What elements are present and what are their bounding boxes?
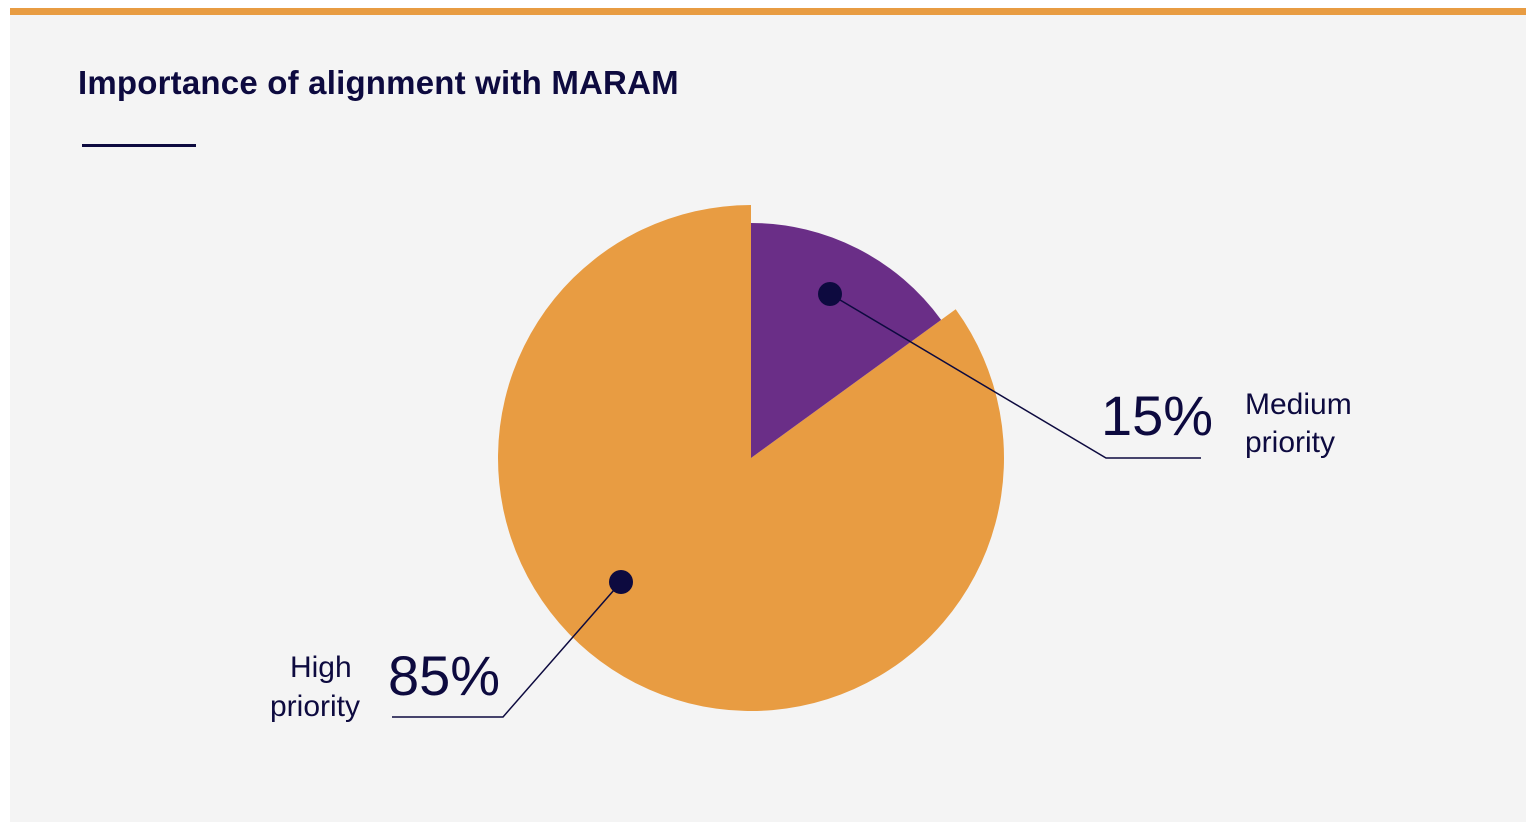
category-label-high-line-2: priority — [270, 690, 360, 723]
value-label-high-priority: 85% — [388, 644, 500, 707]
title-underline — [82, 144, 196, 147]
value-label-medium-priority: 15% — [1101, 384, 1213, 447]
pie-slice-medium-priority — [751, 223, 942, 458]
category-label-medium-priority: Medium priority — [1245, 388, 1360, 459]
category-label-medium-line-1: Medium — [1245, 388, 1352, 421]
leader-line-medium-priority — [829, 293, 1201, 459]
leader-line-high-priority — [392, 581, 622, 718]
marker-dot-medium-priority — [818, 282, 842, 306]
category-label-medium-line-2: priority — [1245, 426, 1335, 459]
category-label-high-line-1: High — [290, 651, 352, 684]
chart-title: Importance of alignment with MARAM — [78, 64, 679, 101]
category-label-high-priority: High priority — [270, 651, 360, 723]
marker-dot-high-priority — [609, 570, 633, 594]
accent-top-bar — [10, 8, 1526, 15]
